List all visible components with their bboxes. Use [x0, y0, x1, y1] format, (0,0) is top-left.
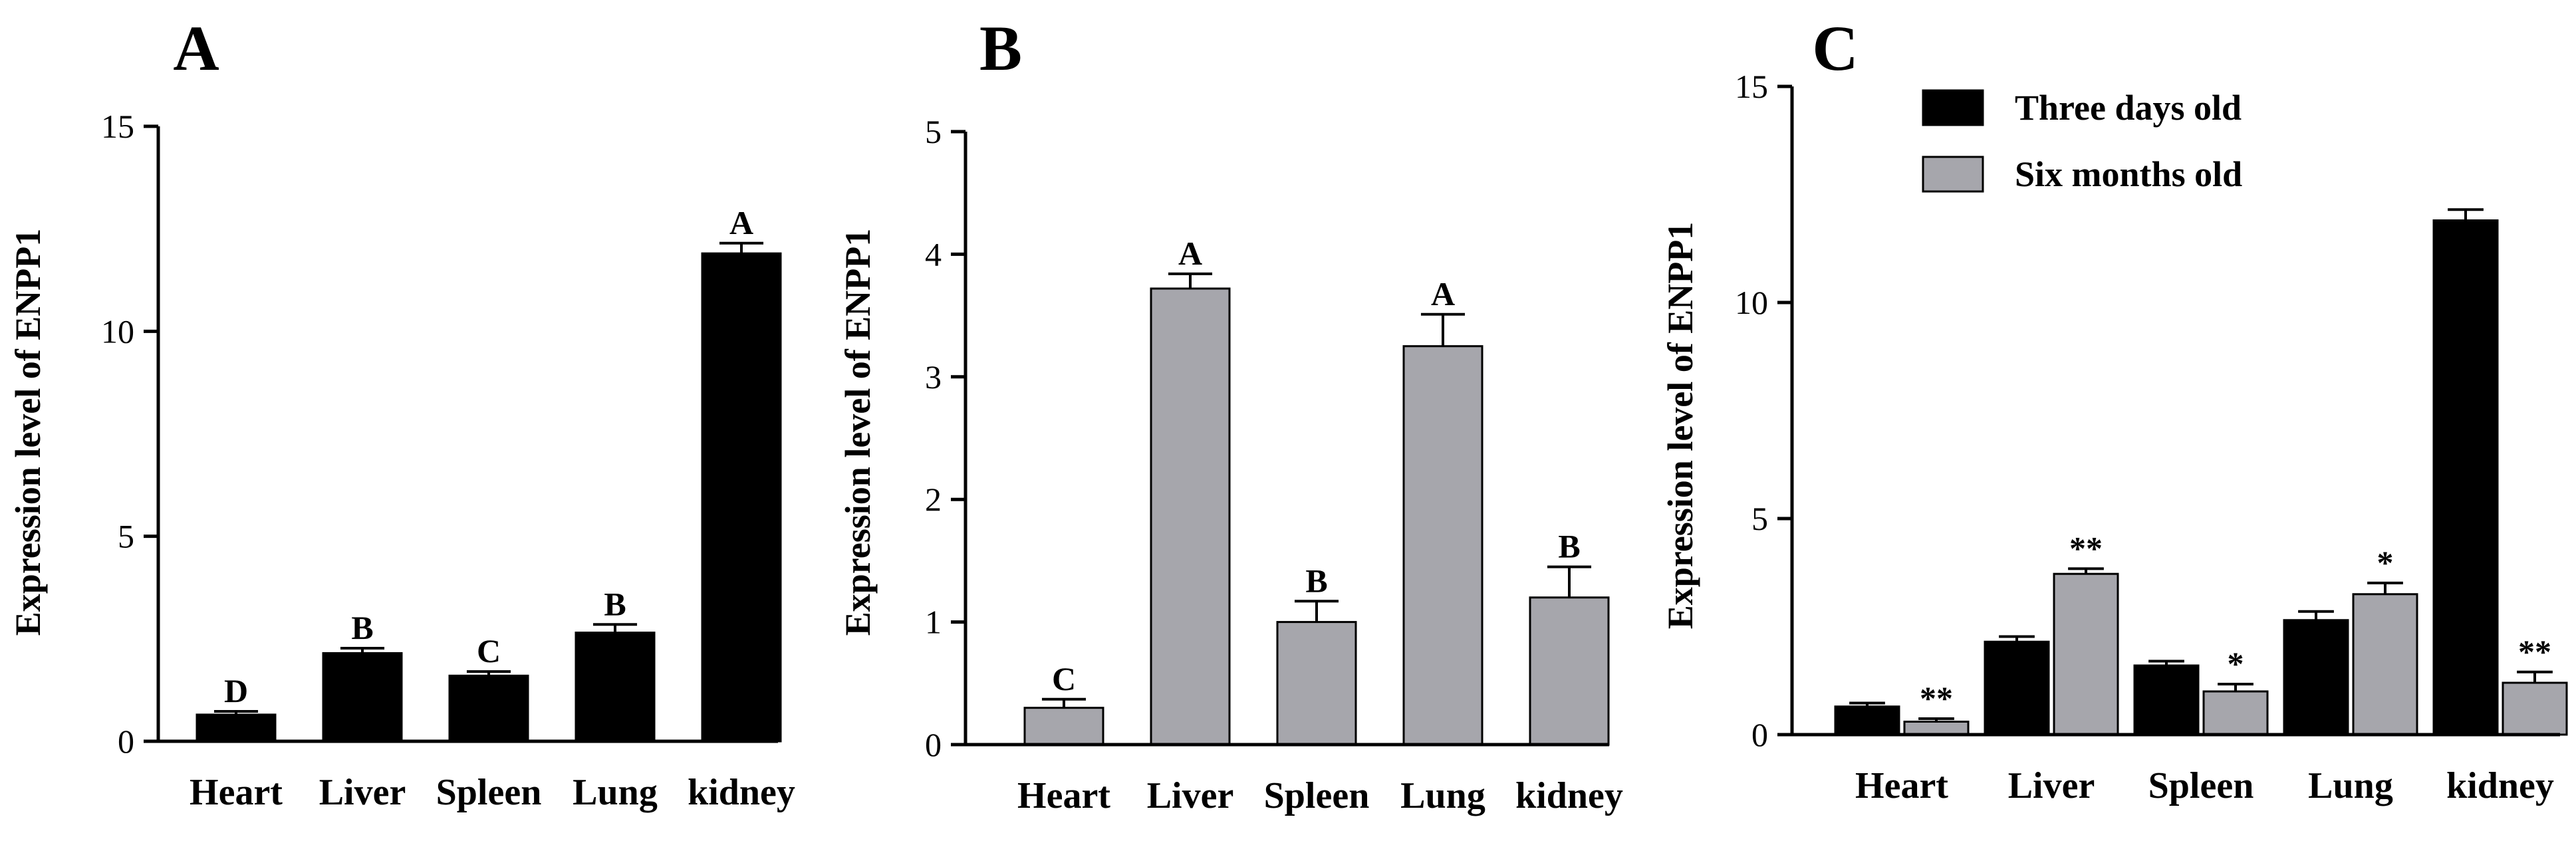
x-tick-label-kidney: kidney — [2446, 765, 2554, 806]
y-tick-label: 4 — [925, 235, 942, 273]
significance-label-kidney-series-1: ** — [2518, 633, 2551, 670]
significance-label-lung: B — [604, 585, 626, 622]
bar-heart-series-0 — [1834, 705, 1900, 736]
significance-label-liver: A — [1178, 235, 1202, 272]
y-tick-label: 5 — [925, 113, 942, 150]
bar-spleen — [448, 674, 529, 743]
y-tick-label: 1 — [925, 604, 942, 641]
significance-label-liver-series-1: ** — [2069, 529, 2103, 566]
significance-label-lung-series-1: * — [2377, 544, 2394, 581]
error-bar-lung-series-1 — [2367, 581, 2403, 594]
x-tick-label-spleen: Spleen — [1264, 775, 1370, 816]
legend-entry-series-0: Three days old — [2015, 88, 2242, 128]
bar-kidney-series-1 — [2502, 681, 2568, 736]
error-bar-kidney — [1547, 565, 1592, 598]
y-tick-label: 3 — [925, 358, 942, 396]
x-tick-label-heart: Heart — [1855, 765, 1948, 806]
y-tick-label: 5 — [1751, 500, 1768, 537]
y-tick-label: 15 — [1735, 68, 1768, 105]
chart-panel-b: B Expression level of ENPP1 C Heart A Liver B S… — [838, 13, 1623, 816]
error-bar-heart-series-0 — [1849, 701, 1885, 707]
error-bar-heart — [1041, 697, 1087, 708]
significance-label-kidney: A — [729, 204, 753, 241]
significance-label-spleen: B — [1305, 562, 1327, 599]
panel-label: B — [979, 13, 1022, 84]
legend-swatch-series-1 — [1922, 156, 1984, 193]
error-bar-lung — [1420, 312, 1466, 346]
x-tick-label-spleen: Spleen — [436, 772, 542, 813]
bar-lung — [1402, 345, 1483, 746]
bar-kidney — [1529, 596, 1610, 746]
bar-spleen-series-0 — [2133, 664, 2200, 736]
y-tick-label: 0 — [118, 723, 134, 760]
bar-spleen-series-1 — [2202, 690, 2269, 736]
error-bar-heart-series-1 — [1918, 717, 1954, 722]
y-axis-title: Expression level of ENPP1 — [8, 229, 48, 636]
x-tick-label-kidney: kidney — [688, 772, 795, 813]
y-tick-label: 15 — [101, 108, 134, 145]
significance-label-lung: A — [1431, 275, 1455, 312]
error-bar-kidney-series-0 — [2448, 208, 2484, 221]
error-bar-liver-series-1 — [2068, 567, 2104, 574]
legend-swatch-series-0 — [1922, 89, 1984, 126]
error-bar-heart — [213, 709, 259, 715]
significance-label-liver: B — [351, 609, 373, 646]
bar-liver — [1150, 287, 1231, 746]
significance-label-spleen: C — [477, 632, 501, 669]
x-tick-label-heart: Heart — [190, 772, 283, 813]
y-tick-label: 0 — [1751, 716, 1768, 753]
x-tick-label-lung: Lung — [573, 772, 658, 813]
y-tick-label: 2 — [925, 481, 942, 518]
y-axis-title: Expression level of ENPP1 — [1660, 222, 1700, 629]
y-tick-label: 10 — [1735, 284, 1768, 321]
error-bar-lung — [592, 623, 638, 633]
error-bar-spleen — [1294, 600, 1339, 622]
bar-spleen — [1276, 621, 1357, 746]
panel-label: A — [173, 13, 219, 84]
y-tick-label: 5 — [118, 518, 134, 555]
bar-heart-series-1 — [1903, 721, 1970, 736]
error-bar-liver — [1168, 272, 1213, 289]
error-bar-liver-series-0 — [1999, 635, 2035, 642]
bar-liver — [322, 652, 403, 743]
bar-liver-series-0 — [1984, 640, 2050, 736]
panel-label: C — [1812, 13, 1858, 84]
significance-label-heart: D — [224, 672, 248, 709]
x-tick-label-liver: Liver — [1147, 775, 1234, 816]
error-bar-spleen — [466, 670, 511, 676]
legend-entry-series-1: Six months old — [2015, 154, 2242, 194]
bar-liver-series-1 — [2053, 572, 2119, 736]
x-tick-label-spleen: Spleen — [2148, 765, 2254, 806]
bar-kidney-series-0 — [2432, 219, 2499, 736]
error-bar-kidney — [719, 241, 764, 254]
bar-kidney — [701, 252, 782, 743]
bar-lung-series-1 — [2352, 593, 2418, 736]
significance-label-heart: C — [1052, 660, 1076, 697]
x-tick-label-lung: Lung — [2308, 765, 2393, 806]
x-tick-label-heart: Heart — [1017, 775, 1110, 816]
x-tick-label-kidney: kidney — [1515, 775, 1623, 816]
significance-label-spleen-series-1: * — [2228, 645, 2244, 682]
error-bar-lung-series-0 — [2298, 610, 2334, 620]
bar-lung — [575, 632, 656, 743]
error-bar-spleen-series-1 — [2218, 682, 2254, 691]
bar-lung-series-0 — [2283, 619, 2349, 736]
y-tick-label: 0 — [925, 726, 942, 763]
x-tick-label-liver: Liver — [319, 772, 406, 813]
x-tick-label-liver: Liver — [2008, 765, 2095, 806]
bar-heart — [195, 713, 277, 743]
significance-label-kidney: B — [1558, 528, 1580, 565]
y-tick-label: 10 — [101, 312, 134, 350]
chart-panel-a: A Expression level of ENPP1 D Heart B Liver C S… — [8, 13, 795, 813]
y-axis-title: Expression level of ENPP1 — [838, 229, 878, 636]
bar-heart — [1023, 707, 1104, 746]
x-tick-label-lung: Lung — [1400, 775, 1485, 816]
significance-label-heart-series-1: ** — [1920, 679, 1953, 717]
error-bar-kidney-series-1 — [2517, 670, 2553, 683]
error-bar-spleen-series-0 — [2148, 660, 2184, 665]
legend: Three days old Six months old — [1922, 88, 2242, 194]
error-bar-liver — [340, 647, 385, 654]
